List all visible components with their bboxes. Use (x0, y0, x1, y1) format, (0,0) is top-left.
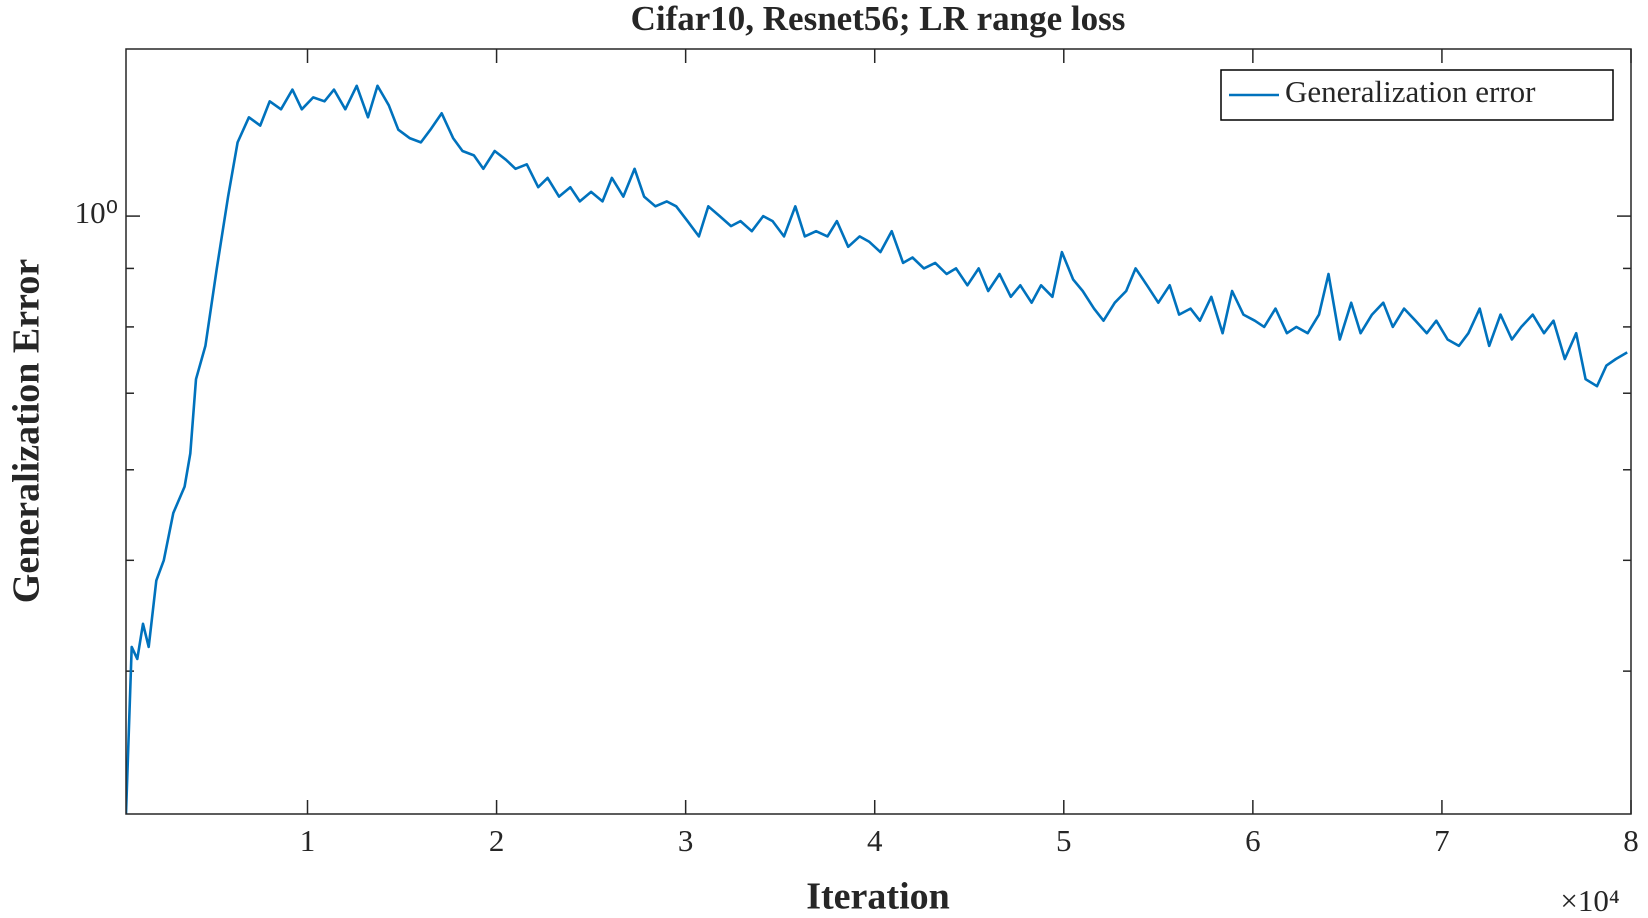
y-tick-label: 10⁰ (75, 195, 118, 230)
x-tick-label: 2 (489, 823, 505, 858)
x-tick-label: 8 (1623, 823, 1639, 858)
legend-label: Generalization error (1285, 74, 1536, 109)
x-tick-label: 5 (1056, 823, 1072, 858)
x-axis-label: Iteration (806, 876, 950, 918)
x-tick-label: 4 (867, 823, 883, 858)
x-tick-label: 1 (300, 823, 316, 858)
x-tick-label: 6 (1245, 823, 1261, 858)
x-tick-label: 7 (1434, 823, 1450, 858)
data-line (126, 84, 1628, 814)
plot-frame (125, 48, 1632, 815)
x-exponent: ×10⁴ (1560, 883, 1619, 918)
x-tick-label: 3 (678, 823, 694, 858)
legend-box (1220, 69, 1614, 121)
y-axis-label: Generalization Error (6, 259, 48, 604)
chart-title: Cifar10, Resnet56; LR range loss (631, 0, 1126, 38)
